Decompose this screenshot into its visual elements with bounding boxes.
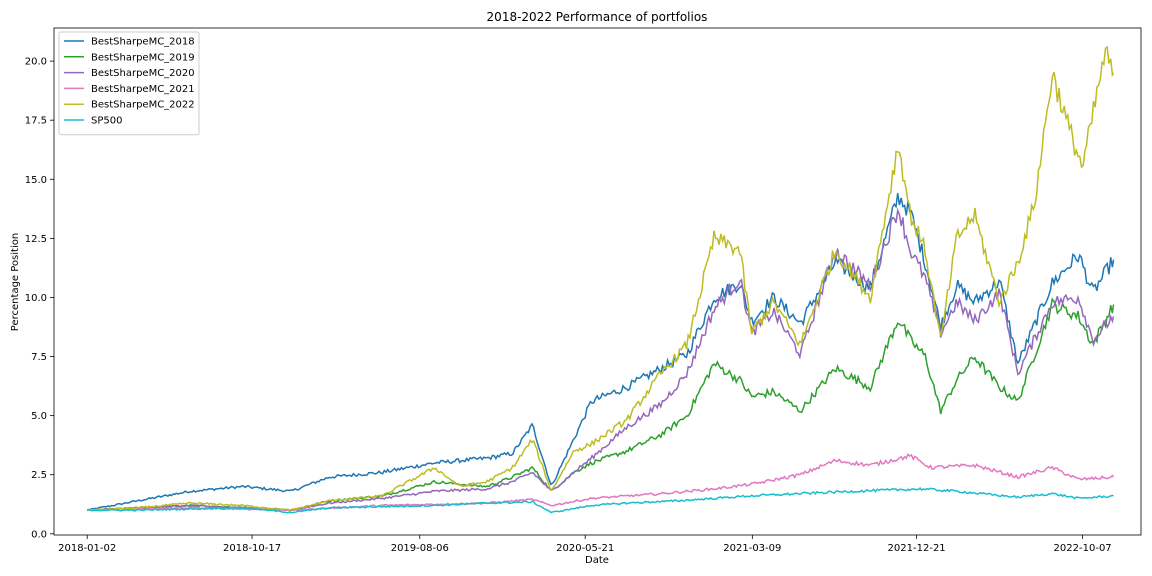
- x-tick-label: 2019-08-06: [391, 543, 449, 554]
- x-axis-label: Date: [585, 555, 609, 566]
- legend-label: BestSharpeMC_2021: [91, 84, 195, 95]
- x-axis: 2018-01-02 2018-10-17 2019-08-06 2020-05-21…: [58, 535, 1112, 554]
- x-tick-label: 2021-03-09: [723, 543, 781, 554]
- series-line-sp500: [87, 487, 1114, 514]
- y-tick-label: 20.0: [25, 57, 47, 68]
- x-tick-label: 2021-12-21: [888, 543, 946, 554]
- x-tick-label: 2018-01-02: [58, 543, 116, 554]
- legend-label: BestSharpeMC_2018: [91, 37, 195, 48]
- chart-title: 2018-2022 Performance of portfolios: [487, 10, 708, 24]
- y-axis: 0.0 2.5 5.0 7.5 10.0 12.5 15.0 17.5 20.0: [25, 57, 54, 540]
- y-tick-label: 12.5: [25, 234, 47, 245]
- legend: BestSharpeMC_2018 BestSharpeMC_2019 BestSh…: [58, 31, 200, 136]
- y-tick-label: 10.0: [25, 293, 47, 304]
- legend-label: BestSharpeMC_2020: [91, 68, 195, 79]
- series-line-bestsharpemc_2019: [87, 297, 1115, 512]
- legend-label: SP500: [91, 116, 122, 127]
- y-tick-label: 7.5: [31, 352, 47, 363]
- legend-box: [58, 31, 200, 136]
- series-line-bestsharpemc_2018: [87, 193, 1115, 511]
- plot-area: [86, 45, 1115, 514]
- y-axis-label: Percentage Position: [10, 233, 21, 331]
- plot-frame: [53, 27, 1142, 536]
- series-line-bestsharpemc_2021: [86, 452, 1115, 512]
- x-tick-label: 2022-10-07: [1054, 543, 1112, 554]
- x-tick-label: 2018-10-17: [223, 543, 281, 554]
- y-tick-label: 2.5: [31, 470, 47, 481]
- legend-label: BestSharpeMC_2022: [91, 100, 195, 111]
- legend-label: BestSharpeMC_2019: [91, 52, 195, 63]
- y-tick-label: 17.5: [25, 116, 47, 127]
- series-line-bestsharpemc_2022: [86, 45, 1115, 512]
- y-tick-label: 15.0: [25, 175, 47, 186]
- x-tick-label: 2020-05-21: [556, 543, 614, 554]
- y-tick-label: 5.0: [31, 411, 47, 422]
- y-tick-label: 0.0: [31, 529, 47, 540]
